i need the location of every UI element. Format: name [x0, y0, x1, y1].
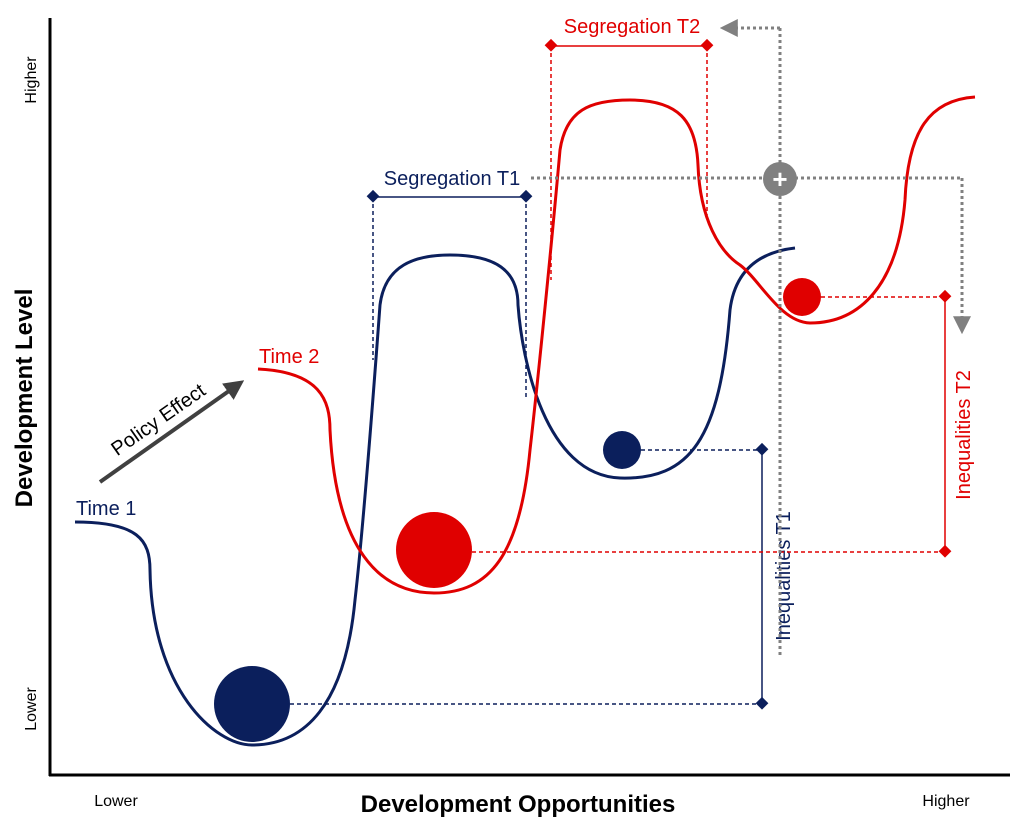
time2-ball-low [396, 512, 472, 588]
plus-symbol: + [772, 164, 787, 194]
time1-ball-low [214, 666, 290, 742]
x-axis-title: Development Opportunities [361, 791, 676, 818]
inequalities-t1-marker-bottom [755, 696, 769, 710]
inequalities-t2-marker-bottom [938, 544, 952, 558]
inequalities-t2-label: Inequalities T2 [953, 370, 975, 500]
x-axis-high-label: Higher [922, 793, 970, 810]
time2-ball-high [783, 278, 821, 316]
time2-label: Time 2 [259, 346, 319, 368]
time1-label: Time 1 [76, 498, 136, 520]
inequalities-t1-marker-top [755, 442, 769, 456]
segregation-t1-label: Segregation T1 [384, 168, 520, 190]
time1-ball-high [603, 431, 641, 469]
y-axis-low-label: Lower [23, 687, 40, 731]
y-axis-title: Development Level [11, 289, 38, 508]
policy-effect-label: Policy Effect [107, 379, 210, 460]
inequalities-t1-label: Inequalities T1 [773, 511, 795, 641]
segregation-t1-marker-left [366, 189, 380, 203]
x-axis-low-label: Lower [94, 793, 138, 810]
inequalities-t2-marker-top [938, 289, 952, 303]
policy-effect-arrow [98, 380, 245, 484]
segregation-t2-label: Segregation T2 [564, 16, 700, 38]
y-axis-high-label: Higher [23, 56, 40, 104]
plus-node [763, 162, 797, 196]
time1-curve [74, 246, 796, 747]
time2-curve [257, 95, 976, 595]
